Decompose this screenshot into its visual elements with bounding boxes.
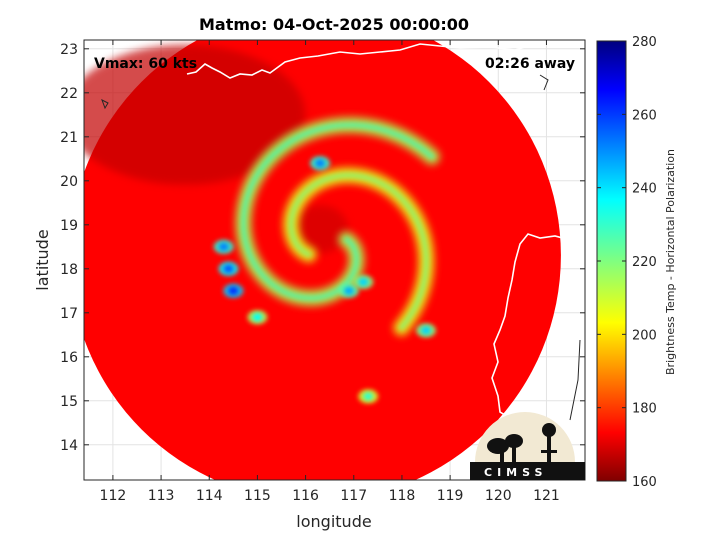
x-tick-label: 115 bbox=[244, 488, 271, 504]
y-tick-label: 23 bbox=[60, 42, 78, 58]
y-tick-label: 21 bbox=[60, 130, 78, 146]
y-tick-label: 16 bbox=[60, 350, 78, 366]
convective-cell bbox=[363, 392, 374, 401]
spiral-band-core bbox=[288, 172, 429, 331]
cold-sea-region bbox=[84, 44, 306, 185]
brightness-temp-swath bbox=[84, 40, 561, 480]
y-tick-label: 22 bbox=[60, 86, 78, 102]
convective-cell bbox=[223, 264, 234, 273]
vmax-annotation: Vmax: 60 kts bbox=[94, 56, 197, 72]
y-axis-label: latitude bbox=[33, 229, 52, 290]
x-tick-label: 121 bbox=[533, 488, 560, 504]
x-tick-label: 120 bbox=[485, 488, 512, 504]
colorbar-tick-label: 240 bbox=[632, 182, 657, 197]
convective-cell bbox=[343, 286, 354, 295]
y-tick-label: 18 bbox=[60, 262, 78, 278]
x-tick-label: 116 bbox=[292, 488, 319, 504]
convective-cell bbox=[228, 286, 239, 295]
x-tick-label: 119 bbox=[437, 488, 464, 504]
convective-cell bbox=[218, 242, 229, 251]
storm-eye bbox=[292, 205, 349, 254]
y-tick-label: 14 bbox=[60, 438, 78, 454]
spiral-band-core bbox=[240, 122, 435, 301]
colorbar-tick-label: 180 bbox=[632, 402, 657, 417]
colorbar-tick-label: 220 bbox=[632, 255, 657, 270]
colorbar-label: Brightness Temp - Horizontal Polarizatio… bbox=[664, 149, 677, 375]
y-tick-label: 20 bbox=[60, 174, 78, 190]
colorbar-ticks: 160 180 200 220 240 260 280 bbox=[597, 35, 657, 490]
colorbar-tick-label: 160 bbox=[632, 475, 657, 490]
colorbar-tick-label: 280 bbox=[632, 35, 657, 50]
coastline bbox=[101, 41, 585, 421]
convective-cell bbox=[421, 326, 432, 335]
y-tick-label: 15 bbox=[60, 394, 78, 410]
convective-cell bbox=[358, 278, 369, 286]
x-tick-label: 113 bbox=[148, 488, 175, 504]
convective-cell bbox=[315, 159, 326, 168]
convective-cell bbox=[252, 313, 263, 322]
chart-title: Matmo: 04-Oct-2025 00:00:00 bbox=[199, 15, 469, 34]
cimss-logo-text: CIMSS bbox=[484, 466, 547, 479]
y-tick-label: 19 bbox=[60, 218, 78, 234]
x-tick-label: 112 bbox=[100, 488, 127, 504]
colorbar-tick-label: 200 bbox=[632, 328, 657, 343]
y-tick-label: 17 bbox=[60, 306, 78, 322]
axis-ticks: 112 113 114 115 116 117 118 119 120 121 14 15 16 17 18… bbox=[60, 40, 585, 504]
x-tick-label: 117 bbox=[340, 488, 367, 504]
colorbar bbox=[597, 41, 626, 481]
axes-frame bbox=[83, 39, 586, 481]
colorbar-tick-label: 260 bbox=[632, 108, 657, 123]
x-tick-label: 114 bbox=[196, 488, 223, 504]
x-axis-label: longitude bbox=[296, 512, 371, 531]
time-away-annotation: 02:26 away bbox=[485, 56, 575, 72]
x-tick-label: 118 bbox=[389, 488, 416, 504]
cimss-logo: CIMSS bbox=[470, 412, 585, 480]
